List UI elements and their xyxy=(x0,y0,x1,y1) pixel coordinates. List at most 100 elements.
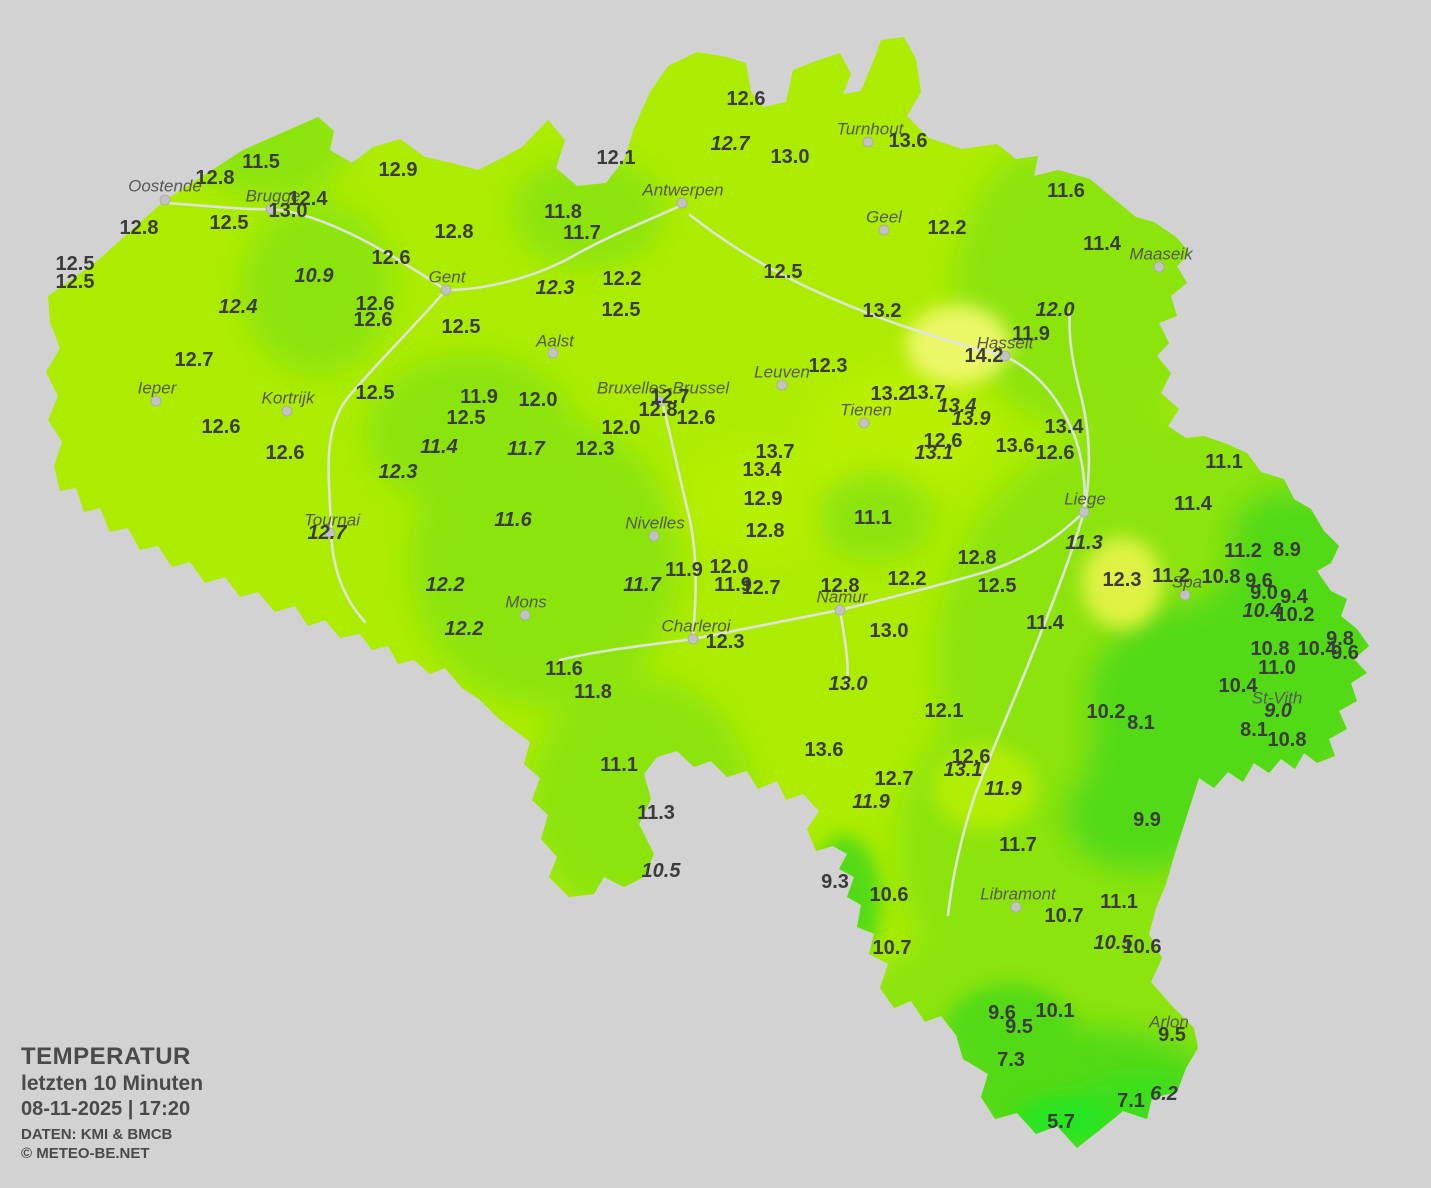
city-dot xyxy=(834,604,846,616)
temperature-value: 13.7 xyxy=(907,382,946,404)
map-datetime: 08-11-2025 | 17:20 xyxy=(21,1097,191,1120)
temperature-value: 10.6 xyxy=(1123,936,1162,958)
temperature-value: 12.0 xyxy=(1036,299,1075,321)
cool-blob xyxy=(512,156,664,268)
temperature-value: 12.5 xyxy=(442,316,481,338)
meuse-north xyxy=(1068,310,1091,514)
temperature-value: 11.8 xyxy=(544,201,582,223)
city-label: Hasselt xyxy=(977,334,1035,353)
data-source: DATEN: KMI & BMCB xyxy=(21,1126,173,1144)
temperature-value: 11.1 xyxy=(1100,891,1138,913)
temperature-value: 10.2 xyxy=(1276,604,1315,626)
temperature-value: 10.4 xyxy=(1219,675,1259,697)
temperature-value: 11.6 xyxy=(494,509,532,531)
temperature-value: 13.4 xyxy=(938,395,977,417)
temperature-value: 12.7 xyxy=(711,133,751,155)
temperature-value: 12.8 xyxy=(196,167,235,189)
temperature-value: 9.0 xyxy=(1250,582,1278,604)
temperature-value: 13.7 xyxy=(756,441,795,463)
temperature-value: 12.6 xyxy=(266,442,305,464)
city-label: St-Vith xyxy=(1252,689,1303,708)
temperature-value: 13.6 xyxy=(996,435,1035,457)
temperature-value: 12.6 xyxy=(356,293,395,315)
meuse-namur-liege xyxy=(838,510,1086,612)
cool-blob xyxy=(985,278,1085,366)
temperature-value: 10.7 xyxy=(1045,905,1084,927)
temperature-value: 7.3 xyxy=(997,1049,1025,1071)
temperature-value: 10.8 xyxy=(1268,729,1307,751)
temperature-value: 12.7 xyxy=(742,577,781,599)
temperature-value: 12.1 xyxy=(925,700,964,722)
city-dots-layer xyxy=(150,136,1191,913)
temperature-value: 12.8 xyxy=(435,221,474,243)
title-block: TEMPERATUR letzten 10 Minuten 08-11-2025… xyxy=(21,1042,203,1163)
temperature-value: 12.8 xyxy=(821,575,860,597)
temperature-value: 10.8 xyxy=(1202,566,1241,588)
temperature-value: 12.3 xyxy=(576,438,615,460)
temperature-value: 12.6 xyxy=(924,430,963,452)
temperature-value: 12.3 xyxy=(379,461,418,483)
temperature-value: 12.5 xyxy=(356,382,395,404)
temperature-value: 9.3 xyxy=(821,871,849,893)
city-label: Libramont xyxy=(980,885,1057,904)
city-labels-layer: Oostende Brugge Gent Antwerpen Turnhout Geel M… xyxy=(128,120,1302,1032)
city-label: Gent xyxy=(429,268,467,287)
cool-blob xyxy=(410,417,680,707)
city-dot xyxy=(519,609,531,621)
city-dot xyxy=(265,203,277,215)
temperature-value: 13.0 xyxy=(870,620,909,642)
temperature-value: 12.9 xyxy=(379,159,418,181)
temperature-value: 12.5 xyxy=(602,299,641,321)
city-label: Brugge xyxy=(246,187,301,206)
city-label: Bruxelles-Brussel xyxy=(597,379,730,398)
city-dot xyxy=(776,379,788,391)
temperature-value: 12.8 xyxy=(958,547,997,569)
cool-blob xyxy=(242,202,394,374)
city-label: Aalst xyxy=(535,332,575,351)
temperature-value: 10.5 xyxy=(1094,932,1134,954)
city-label: Tournai xyxy=(304,511,361,530)
temperature-value: 12.3 xyxy=(706,631,745,653)
temperature-value: 11.0 xyxy=(1258,657,1296,679)
temperature-value: 9.6 xyxy=(1245,570,1273,592)
city-label: Nivelles xyxy=(625,514,685,533)
temperature-value: 11.7 xyxy=(623,574,661,596)
temperature-value: 9.4 xyxy=(1280,586,1309,608)
temperature-value: 11.9 xyxy=(460,386,498,408)
city-label: Kortrijk xyxy=(262,389,316,408)
temperature-value: 11.7 xyxy=(507,438,545,460)
temperature-value: 12.6 xyxy=(1036,442,1075,464)
temperature-value: 11.4 xyxy=(1174,493,1213,515)
temperature-value: 8.9 xyxy=(1273,539,1301,561)
city-dot xyxy=(999,350,1011,362)
temperature-value: 12.4 xyxy=(289,188,329,210)
schelde-gent-antwerpen xyxy=(444,203,684,292)
temperature-value: 10.4 xyxy=(1298,638,1338,660)
city-dot xyxy=(1010,901,1022,913)
temperature-value: 13.2 xyxy=(863,300,902,322)
temperature-value: 12.6 xyxy=(727,88,766,110)
temperature-value: 10.1 xyxy=(1036,1000,1075,1022)
cool-blob xyxy=(817,470,933,562)
temperature-value: 11.9 xyxy=(984,778,1022,800)
temperature-value: 11.5 xyxy=(242,151,280,173)
temperature-value: 12.7 xyxy=(175,349,214,371)
temperature-value: 13.0 xyxy=(829,673,868,695)
city-dot xyxy=(324,527,336,539)
temperature-value: 13.6 xyxy=(805,739,844,761)
temperature-value: 12.5 xyxy=(210,212,249,234)
temperature-value: 12.2 xyxy=(888,568,927,590)
temperature-value: 13.0 xyxy=(269,200,308,222)
temperature-value: 13.6 xyxy=(889,130,928,152)
temperature-value: 10.8 xyxy=(1251,638,1290,660)
city-label: Namur xyxy=(816,588,868,607)
meuse-south xyxy=(838,608,849,690)
temperature-value: 12.6 xyxy=(202,416,241,438)
temperature-value: 11.9 xyxy=(665,559,703,581)
temperature-value: 11.4 xyxy=(1083,233,1122,255)
warm-blob xyxy=(805,365,995,495)
warm-blob xyxy=(933,746,1037,830)
temperature-value: 13.1 xyxy=(944,759,983,781)
